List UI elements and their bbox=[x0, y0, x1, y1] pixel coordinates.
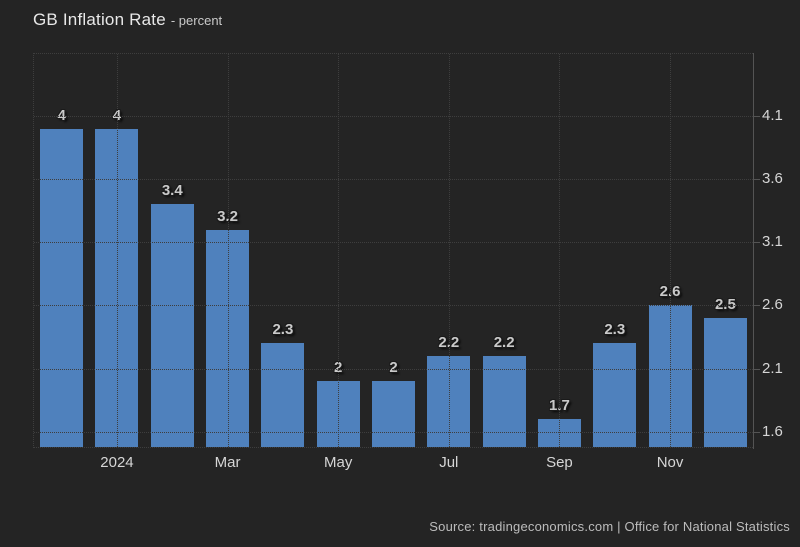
x-gridline bbox=[448, 54, 450, 447]
bar-value-label: 2.2 bbox=[493, 334, 515, 352]
bar-slot: 4 bbox=[34, 54, 89, 447]
bar-value-label: 2.3 bbox=[272, 321, 294, 339]
y-tick-mark bbox=[753, 242, 760, 244]
bar-value-label: 2.3 bbox=[604, 321, 626, 339]
bar-value-label: 2 bbox=[389, 359, 398, 377]
x-tick-label: Mar bbox=[214, 454, 241, 471]
y-tick-mark bbox=[753, 431, 760, 433]
y-axis-line bbox=[753, 53, 754, 449]
x-gridline bbox=[338, 54, 340, 447]
bar-series: 4 4 3.4 3.2 2.3 2 2 2.2 2.2 1.7 2.3 2.6 2.5 bbox=[34, 54, 753, 447]
chart-title-unit: - percent bbox=[170, 13, 223, 28]
y-tick-mark bbox=[753, 179, 760, 181]
x-tick-label: May bbox=[324, 454, 353, 471]
bar[interactable] bbox=[261, 343, 305, 447]
y-tick-mark bbox=[753, 115, 760, 117]
x-tick-label: Sep bbox=[546, 454, 573, 471]
x-tick-label: Nov bbox=[656, 454, 684, 471]
bar-slot: 2.3 bbox=[255, 54, 310, 447]
x-gridline bbox=[227, 54, 229, 447]
chart-title-text: GB Inflation Rate bbox=[33, 10, 166, 29]
bar-slot: 2.5 bbox=[698, 54, 753, 447]
plot-area: 4 4 3.4 3.2 2.3 2 2 2.2 2.2 1.7 2.3 2.6 2.5 bbox=[33, 53, 753, 448]
bar[interactable] bbox=[482, 356, 526, 447]
bar-slot: 2.2 bbox=[477, 54, 532, 447]
bar-slot: 3.4 bbox=[145, 54, 200, 447]
bar-slot: 2.3 bbox=[587, 54, 642, 447]
y-gridline bbox=[34, 179, 753, 181]
x-gridline bbox=[116, 54, 118, 447]
y-gridline bbox=[34, 431, 753, 433]
y-gridline bbox=[34, 242, 753, 244]
bar[interactable] bbox=[372, 381, 416, 447]
bar-value-label: 3.4 bbox=[161, 182, 183, 200]
bar[interactable] bbox=[703, 318, 747, 447]
y-tick-mark bbox=[753, 368, 760, 370]
bar-value-label: 4 bbox=[57, 106, 66, 124]
x-gridline bbox=[559, 54, 561, 447]
y-tick-mark bbox=[753, 305, 760, 307]
chart-title: GB Inflation Rate - percent bbox=[33, 10, 222, 30]
x-tick-label: Jul bbox=[439, 454, 459, 471]
bar-slot: 2 bbox=[366, 54, 421, 447]
y-tick-label: 2.1 bbox=[762, 359, 783, 377]
y-tick-label: 3.1 bbox=[762, 233, 783, 251]
y-tick-label: 1.6 bbox=[762, 422, 783, 440]
source-attribution: Source: tradingeconomics.com | Office fo… bbox=[429, 519, 790, 534]
y-tick-label: 2.6 bbox=[762, 296, 783, 314]
bar[interactable] bbox=[40, 128, 84, 447]
y-gridline bbox=[34, 368, 753, 370]
y-gridline bbox=[34, 305, 753, 307]
bar-value-label: 2.5 bbox=[714, 296, 736, 314]
bar[interactable] bbox=[593, 343, 637, 447]
x-tick-label: 2024 bbox=[100, 454, 134, 471]
bar[interactable] bbox=[150, 204, 194, 447]
x-gridline bbox=[670, 54, 672, 447]
y-tick-label: 4.1 bbox=[762, 106, 783, 124]
y-gridline bbox=[34, 115, 753, 117]
y-tick-label: 3.6 bbox=[762, 170, 783, 188]
